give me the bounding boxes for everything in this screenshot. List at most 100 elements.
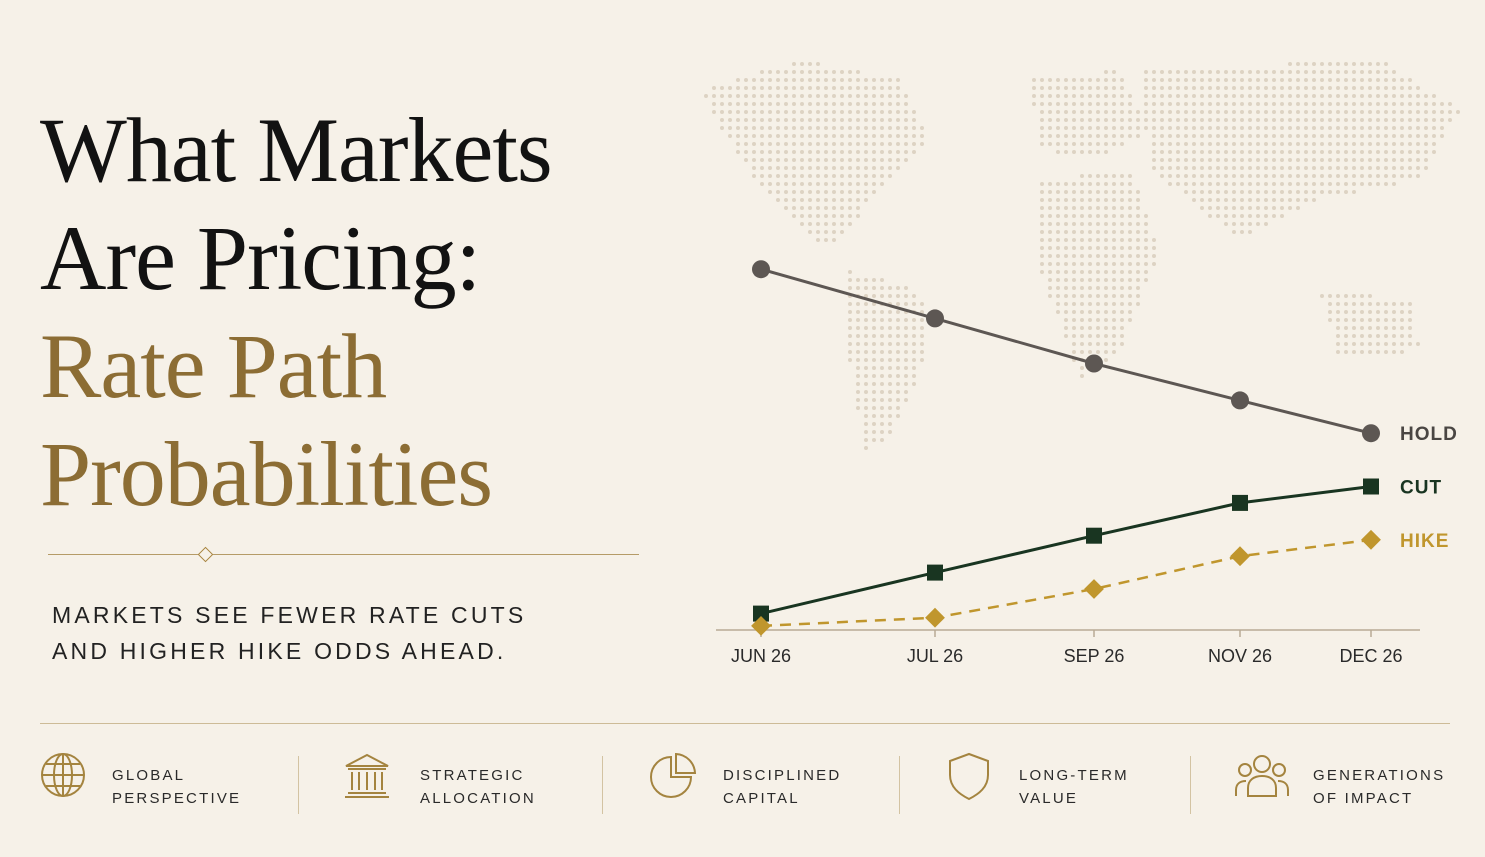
map-dot xyxy=(1048,94,1052,98)
map-dot xyxy=(1200,118,1204,122)
map-dot xyxy=(872,142,876,146)
map-dot xyxy=(1304,190,1308,194)
map-dot xyxy=(1064,110,1068,114)
map-dot xyxy=(736,86,740,90)
map-dot xyxy=(1296,198,1300,202)
map-dot xyxy=(736,150,740,154)
map-dot xyxy=(1080,190,1084,194)
map-dot xyxy=(1208,214,1212,218)
map-dot xyxy=(1176,126,1180,130)
map-dot xyxy=(1328,102,1332,106)
map-dot xyxy=(1160,142,1164,146)
world-map-background xyxy=(704,62,1460,450)
map-dot xyxy=(1120,86,1124,90)
map-dot xyxy=(1176,182,1180,186)
map-dot xyxy=(1248,222,1252,226)
map-dot xyxy=(1152,78,1156,82)
map-dot xyxy=(1184,78,1188,82)
map-dot xyxy=(1200,190,1204,194)
map-dot xyxy=(872,430,876,434)
map-dot xyxy=(1224,118,1228,122)
map-dot xyxy=(704,94,708,98)
map-dot xyxy=(808,86,812,90)
map-dot xyxy=(1112,270,1116,274)
map-dot xyxy=(1200,150,1204,154)
map-dot xyxy=(744,126,748,130)
map-dot xyxy=(1080,366,1084,370)
subtitle-line-2: AND HIGHER HIKE ODDS AHEAD. xyxy=(52,638,507,664)
map-dot xyxy=(1096,342,1100,346)
map-dot xyxy=(816,86,820,90)
map-dot xyxy=(1304,78,1308,82)
map-dot xyxy=(1216,94,1220,98)
map-dot xyxy=(1136,110,1140,114)
map-dot xyxy=(1096,350,1100,354)
map-dot xyxy=(864,350,868,354)
map-dot xyxy=(1080,198,1084,202)
map-dot xyxy=(864,150,868,154)
map-dot xyxy=(1160,78,1164,82)
map-dot xyxy=(1296,158,1300,162)
map-dot xyxy=(1056,302,1060,306)
map-dot xyxy=(1104,126,1108,130)
map-dot xyxy=(1344,174,1348,178)
map-dot xyxy=(1112,118,1116,122)
map-dot xyxy=(1424,166,1428,170)
map-dot xyxy=(1072,246,1076,250)
map-dot xyxy=(1240,198,1244,202)
map-dot xyxy=(1224,126,1228,130)
map-dot xyxy=(1320,182,1324,186)
data-point-cut xyxy=(1086,527,1102,544)
map-dot xyxy=(1320,142,1324,146)
feature-label-line-2: CAPITAL xyxy=(723,790,800,807)
map-dot xyxy=(1248,142,1252,146)
map-dot xyxy=(1136,214,1140,218)
map-dot xyxy=(1080,326,1084,330)
map-dot xyxy=(1112,198,1116,202)
map-dot xyxy=(1152,94,1156,98)
map-dot xyxy=(1136,198,1140,202)
map-dot xyxy=(760,134,764,138)
map-dot xyxy=(1176,118,1180,122)
map-dot xyxy=(904,366,908,370)
map-dot xyxy=(1400,134,1404,138)
map-dot xyxy=(1040,142,1044,146)
map-dot xyxy=(848,278,852,282)
map-dot xyxy=(1056,230,1060,234)
map-dot xyxy=(1104,350,1108,354)
map-dot xyxy=(752,102,756,106)
map-dot xyxy=(1056,278,1060,282)
map-dot xyxy=(792,102,796,106)
map-dot xyxy=(1264,118,1268,122)
map-dot xyxy=(1296,206,1300,210)
map-dot xyxy=(888,310,892,314)
map-dot xyxy=(1304,166,1308,170)
map-dot xyxy=(1160,94,1164,98)
map-dot xyxy=(1224,174,1228,178)
map-dot xyxy=(1120,238,1124,242)
map-dot xyxy=(776,118,780,122)
map-dot xyxy=(1352,62,1356,66)
map-dot xyxy=(1424,142,1428,146)
map-dot xyxy=(1408,150,1412,154)
map-dot xyxy=(728,110,732,114)
series-markers xyxy=(751,260,1381,636)
map-dot xyxy=(1192,174,1196,178)
map-dot xyxy=(1352,158,1356,162)
map-dot xyxy=(1120,102,1124,106)
map-dot xyxy=(848,198,852,202)
map-dot xyxy=(872,398,876,402)
map-dot xyxy=(1120,294,1124,298)
map-dot xyxy=(1136,294,1140,298)
map-dot xyxy=(1272,94,1276,98)
map-dot xyxy=(1368,326,1372,330)
map-dot xyxy=(1208,118,1212,122)
map-dot xyxy=(880,350,884,354)
map-dot xyxy=(1120,94,1124,98)
map-dot xyxy=(1160,150,1164,154)
map-dot xyxy=(1048,110,1052,114)
map-dot xyxy=(1224,142,1228,146)
map-dot xyxy=(1320,134,1324,138)
map-dot xyxy=(1336,294,1340,298)
map-dot xyxy=(1280,174,1284,178)
